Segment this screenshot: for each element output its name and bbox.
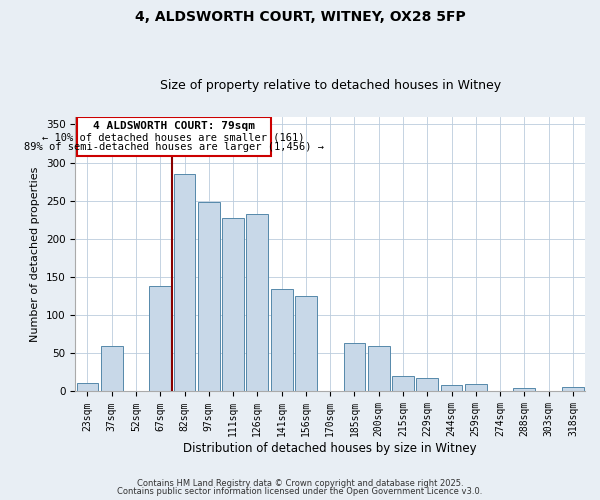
Bar [416, 378, 438, 392]
Bar [392, 376, 414, 392]
Title: Size of property relative to detached houses in Witney: Size of property relative to detached ho… [160, 79, 501, 92]
Bar [465, 384, 487, 392]
Bar [440, 386, 463, 392]
Text: ← 10% of detached houses are smaller (161): ← 10% of detached houses are smaller (16… [43, 132, 305, 142]
Bar [344, 344, 365, 392]
Bar [222, 218, 244, 392]
X-axis label: Distribution of detached houses by size in Witney: Distribution of detached houses by size … [184, 442, 477, 455]
Bar [271, 289, 293, 392]
Text: 4, ALDSWORTH COURT, WITNEY, OX28 5FP: 4, ALDSWORTH COURT, WITNEY, OX28 5FP [134, 10, 466, 24]
Bar [198, 202, 220, 392]
Bar [173, 174, 196, 392]
Y-axis label: Number of detached properties: Number of detached properties [30, 166, 40, 342]
Bar [514, 388, 535, 392]
Text: 4 ALDSWORTH COURT: 79sqm: 4 ALDSWORTH COURT: 79sqm [92, 122, 254, 132]
Text: Contains public sector information licensed under the Open Government Licence v3: Contains public sector information licen… [118, 487, 482, 496]
Text: Contains HM Land Registry data © Crown copyright and database right 2025.: Contains HM Land Registry data © Crown c… [137, 478, 463, 488]
Bar [247, 214, 268, 392]
Bar [101, 346, 122, 392]
Bar [77, 383, 98, 392]
Bar [149, 286, 171, 392]
Bar [295, 296, 317, 392]
Bar [368, 346, 389, 392]
Bar [77, 117, 271, 156]
Text: 89% of semi-detached houses are larger (1,456) →: 89% of semi-detached houses are larger (… [23, 142, 323, 152]
Bar [562, 387, 584, 392]
